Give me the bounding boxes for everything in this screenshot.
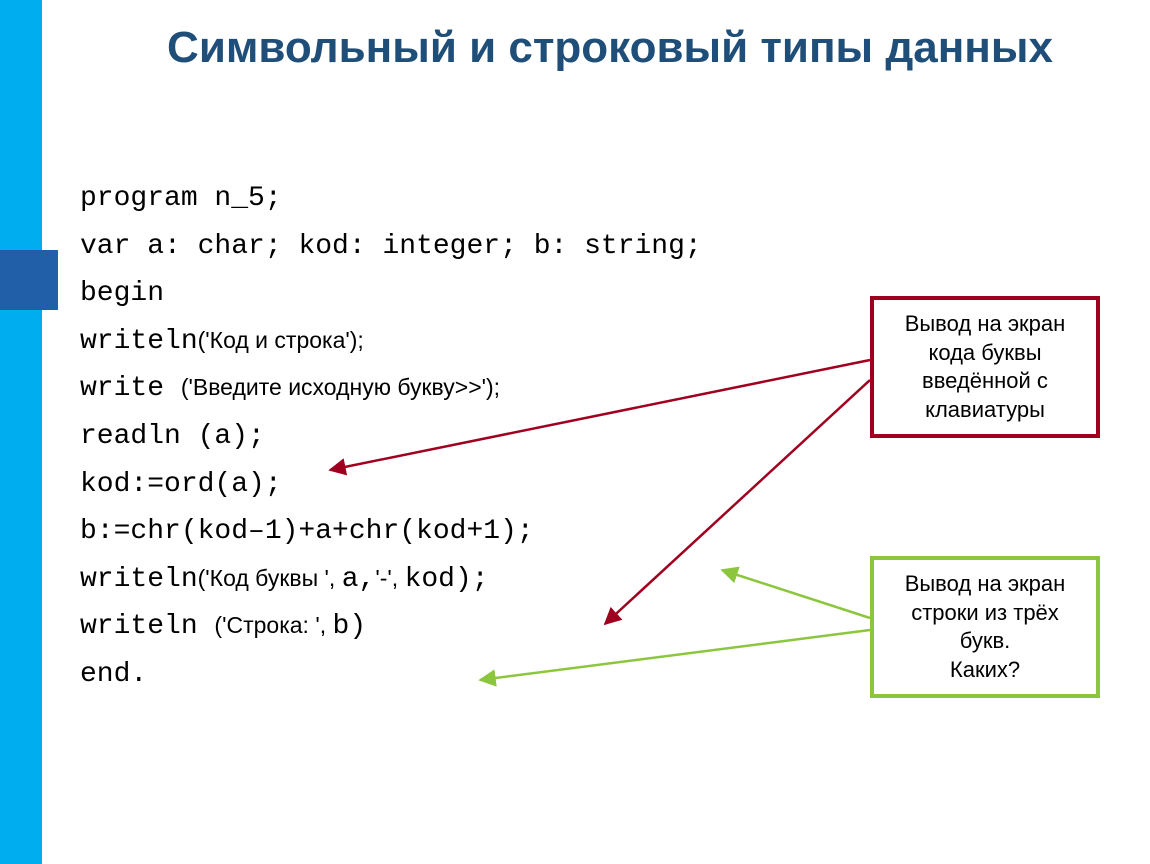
code-block: program n_5; var a: char; kod: integer; … bbox=[80, 175, 840, 699]
kw-var: var bbox=[80, 231, 130, 262]
code-string: '-', bbox=[375, 565, 404, 591]
slide-title: Символьный и строковый типы данных bbox=[100, 22, 1120, 75]
code-string: ('Код буквы ', bbox=[198, 565, 342, 591]
code-line-1: program n_5; bbox=[80, 175, 840, 223]
code-text: write bbox=[80, 373, 181, 404]
code-text: a: char; kod: integer; b: string; bbox=[130, 231, 701, 262]
code-string: ('Код и строка'); bbox=[198, 327, 364, 353]
code-text: writeln bbox=[80, 611, 214, 642]
code-text: readln (a); bbox=[80, 421, 265, 452]
code-text: b) bbox=[333, 611, 367, 642]
code-line-2: var a: char; kod: integer; b: string; bbox=[80, 223, 840, 271]
callout-red: Вывод на экран кода буквы введённой с кл… bbox=[870, 296, 1100, 438]
code-string: ('Строка: ', bbox=[214, 612, 332, 638]
code-line-4: writeln('Код и строка'); bbox=[80, 318, 840, 366]
callout-green: Вывод на экран строки из трёх букв.Каких… bbox=[870, 556, 1100, 698]
code-text: a, bbox=[342, 564, 376, 595]
kw-program: program bbox=[80, 183, 198, 214]
code-line-8: b:=chr(kod–1)+a+chr(kod+1); bbox=[80, 508, 840, 556]
code-string: ('Введите исходную букву>>'); bbox=[181, 374, 500, 400]
left-stripe bbox=[0, 0, 42, 864]
code-text: writeln bbox=[80, 326, 198, 357]
code-text: writeln bbox=[80, 564, 198, 595]
code-line-7: kod:=ord(a); bbox=[80, 461, 840, 509]
code-text: kod:=ord(a); bbox=[80, 469, 282, 500]
left-accent bbox=[0, 250, 58, 310]
kw-end: end. bbox=[80, 659, 147, 690]
code-text: kod); bbox=[405, 564, 489, 595]
kw-begin: begin bbox=[80, 278, 164, 309]
code-line-3: begin bbox=[80, 270, 840, 318]
code-line-9: writeln('Код буквы ', a,'-', kod); bbox=[80, 556, 840, 604]
code-line-11: end. bbox=[80, 651, 840, 699]
code-line-5: write ('Введите исходную букву>>'); bbox=[80, 365, 840, 413]
code-line-6: readln (a); bbox=[80, 413, 840, 461]
code-text: n_5; bbox=[198, 183, 282, 214]
slide: Символьный и строковый типы данных progr… bbox=[0, 0, 1150, 864]
code-line-10: writeln ('Строка: ', b) bbox=[80, 603, 840, 651]
code-text: b:=chr(kod–1)+a+chr(kod+1); bbox=[80, 516, 534, 547]
